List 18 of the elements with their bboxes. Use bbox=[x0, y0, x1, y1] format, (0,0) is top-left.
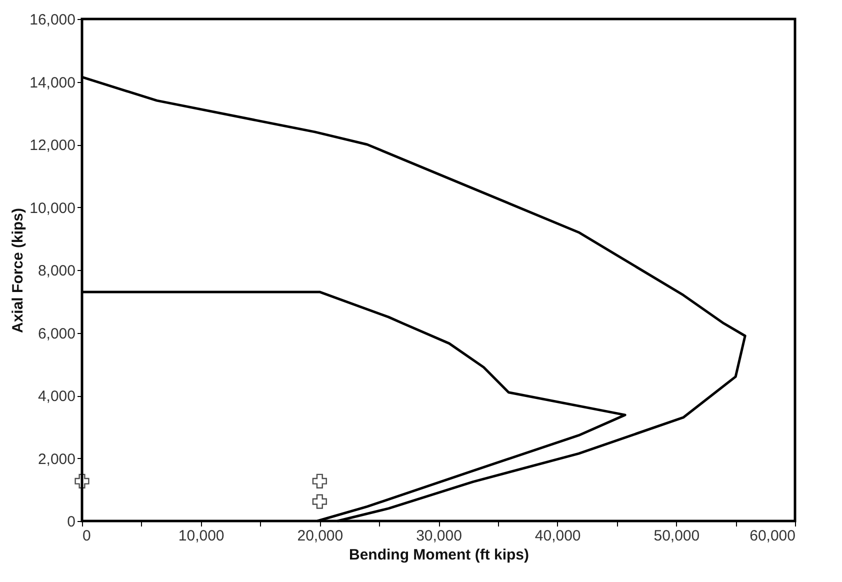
y-tick-label: 0 bbox=[67, 514, 76, 530]
y-tick-label: 4,000 bbox=[38, 388, 76, 405]
y-tick-label: 6,000 bbox=[38, 325, 76, 342]
y-tick-label: 8,000 bbox=[38, 262, 76, 280]
y-tick-label: 16,000 bbox=[30, 12, 76, 28]
x-axis-title: Bending Moment (ft kips) bbox=[349, 546, 529, 564]
x-tick-label: 0 bbox=[82, 528, 91, 544]
x-tick-label: 60,000 bbox=[750, 528, 796, 544]
y-tick-label: 12,000 bbox=[30, 137, 76, 154]
y-tick-label: 2,000 bbox=[38, 450, 76, 468]
y-axis-title: Axial Force (kips) bbox=[10, 208, 27, 334]
x-tick-label: 30,000 bbox=[416, 528, 462, 544]
x-tick-label: 20,000 bbox=[297, 528, 344, 544]
x-tick-label: 40,000 bbox=[534, 528, 581, 544]
y-tick-label: 10,000 bbox=[30, 200, 76, 217]
x-tick-label: 50,000 bbox=[654, 528, 700, 544]
x-tick-label: 10,000 bbox=[178, 528, 224, 544]
y-tick-label: 14,000 bbox=[30, 74, 76, 92]
